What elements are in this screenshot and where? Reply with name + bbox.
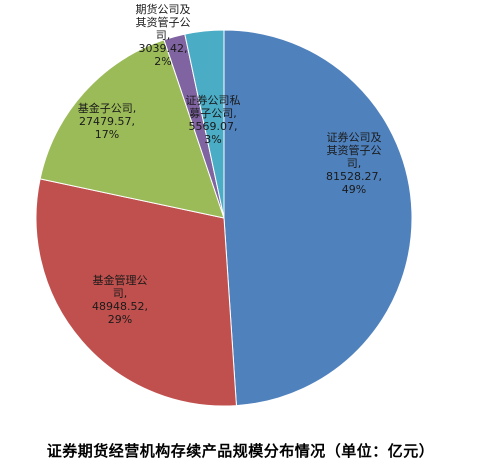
slice-label-3-line-2: 司,	[156, 29, 171, 42]
slice-label-0: 证券公司及其资管子公司, 81528.27, 49%	[326, 130, 382, 196]
pie-chart: 证券公司及其资管子公司, 81528.27, 49% 基金管理公司, 48948.52,…	[35, 2, 413, 407]
slice-label-0-line-1: 其资管子公	[327, 143, 382, 157]
pie-chart-svg: 证券公司及其资管子公司, 81528.27, 49%基金管理公司, 48948.52,…	[35, 2, 413, 407]
slice-label-3-line-1: 其资管子公	[136, 15, 191, 29]
slice-label-3-line-4: 2%	[154, 55, 171, 68]
slice-label-1: 基金管理公司, 48948.52, 29%	[92, 273, 148, 326]
slice-label-4-line-2: 5569.07,	[189, 120, 238, 133]
slice-label-3-line-3: 3039.42,	[139, 42, 188, 55]
pie-slice-2	[39, 39, 225, 219]
slice-label-1-line-2: 48948.52,	[92, 300, 148, 313]
pie-slice-4	[184, 29, 225, 219]
slice-label-1-line-3: 29%	[108, 313, 132, 326]
slice-label-1-line-0: 基金管理公	[93, 273, 148, 287]
slice-label-4-line-1: 募子公司,	[189, 107, 237, 120]
slice-label-0-line-0: 证券公司及	[327, 130, 382, 144]
slice-label-3: 期货公司及其资管子公司, 3039.42, 2%	[136, 2, 191, 68]
pie-slice-0	[223, 29, 413, 407]
slice-label-0-line-4: 49%	[342, 183, 366, 196]
slice-label-4-line-3: 3%	[204, 133, 221, 146]
chart-title: 证券期货经营机构存续产品规模分布情况（单位：亿元）	[46, 442, 435, 460]
slice-label-1-line-1: 司,	[113, 287, 128, 300]
slice-label-3-line-0: 期货公司及	[136, 2, 191, 16]
slice-label-2-line-2: 17%	[95, 128, 119, 141]
slice-label-0-line-3: 81528.27,	[326, 170, 382, 183]
slice-label-4: 证券公司私募子公司, 5569.07, 3%	[186, 93, 241, 146]
slice-label-2: 基金子公司, 27479.57, 17%	[78, 101, 137, 141]
slice-label-2-line-0: 基金子公司,	[78, 101, 137, 115]
slice-label-4-line-0: 证券公司私	[186, 93, 241, 107]
slice-label-2-line-1: 27479.57,	[79, 115, 135, 128]
pie-slice-1	[35, 178, 237, 407]
slice-label-0-line-2: 司,	[347, 157, 362, 170]
